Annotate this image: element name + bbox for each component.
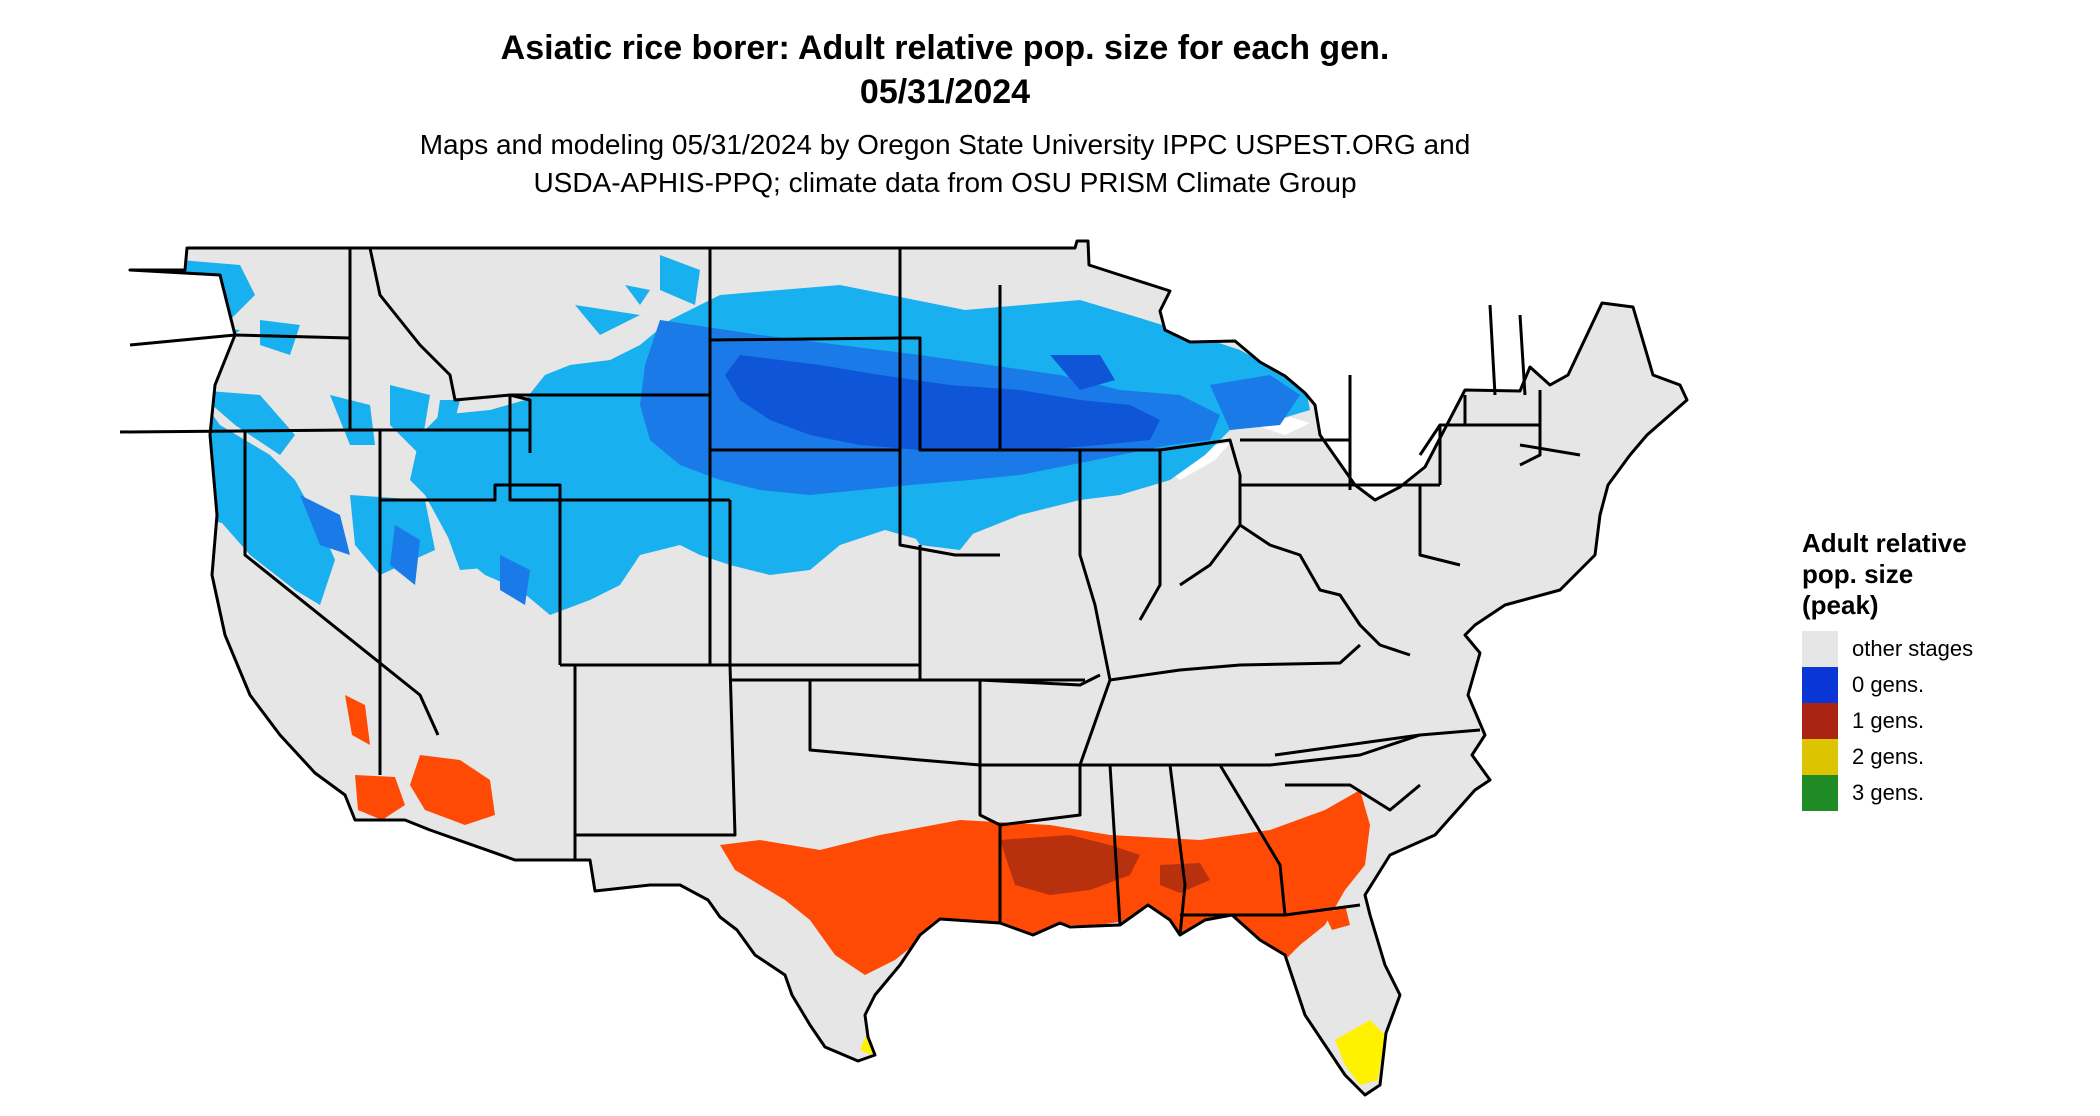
legend-item-0-gens: 0 gens. <box>1802 667 2082 703</box>
legend-swatch-0-gens <box>1802 667 1838 703</box>
legend-swatch-2-gens <box>1802 739 1838 775</box>
legend-label-other-stages: other stages <box>1852 636 1974 661</box>
legend-swatch-other-stages <box>1802 631 1838 667</box>
zone-dark-blue <box>725 355 1160 450</box>
legend-title: Adult relative pop. size (peak) <box>1802 528 2082 621</box>
legend-item-other-stages: other stages <box>1802 631 2082 667</box>
map-title-date: 05/31/2024 <box>859 73 1031 111</box>
legend-label-0-gens: 0 gens. <box>1852 672 1925 697</box>
map-subtitle-line-2: USDA-APHIS-PPQ; climate data from OSU PR… <box>533 167 1357 198</box>
legend-swatch-3-gens <box>1802 775 1838 811</box>
zone-yellow <box>860 1020 1385 1095</box>
map-subtitle-line-1: Maps and modeling 05/31/2024 by Oregon S… <box>419 129 1471 160</box>
map-subtitle: Maps and modeling 05/31/2024 by Oregon S… <box>0 126 1890 202</box>
legend-label-2-gens: 2 gens. <box>1852 744 1925 769</box>
legend-item-3-gens: 3 gens. <box>1802 775 2082 811</box>
state-borders <box>120 239 1689 1097</box>
legend-title-line-3: (peak) <box>1802 590 1879 620</box>
map-title-line-1: Asiatic rice borer: Adult relative pop. … <box>500 29 1390 67</box>
legend-swatch-1-gens <box>1802 703 1838 739</box>
map-title: Asiatic rice borer: Adult relative pop. … <box>0 26 1890 114</box>
us-map <box>120 239 1689 1097</box>
legend-item-2-gens: 2 gens. <box>1802 739 2082 775</box>
legend-item-1-gens: 1 gens. <box>1802 703 2082 739</box>
legend-label-1-gens: 1 gens. <box>1852 708 1925 733</box>
legend-title-line-2: pop. size <box>1802 559 1914 589</box>
legend-title-line-1: Adult relative <box>1802 528 1967 558</box>
legend-label-3-gens: 3 gens. <box>1852 780 1925 805</box>
map-legend: Adult relative pop. size (peak) other st… <box>1802 528 2082 811</box>
